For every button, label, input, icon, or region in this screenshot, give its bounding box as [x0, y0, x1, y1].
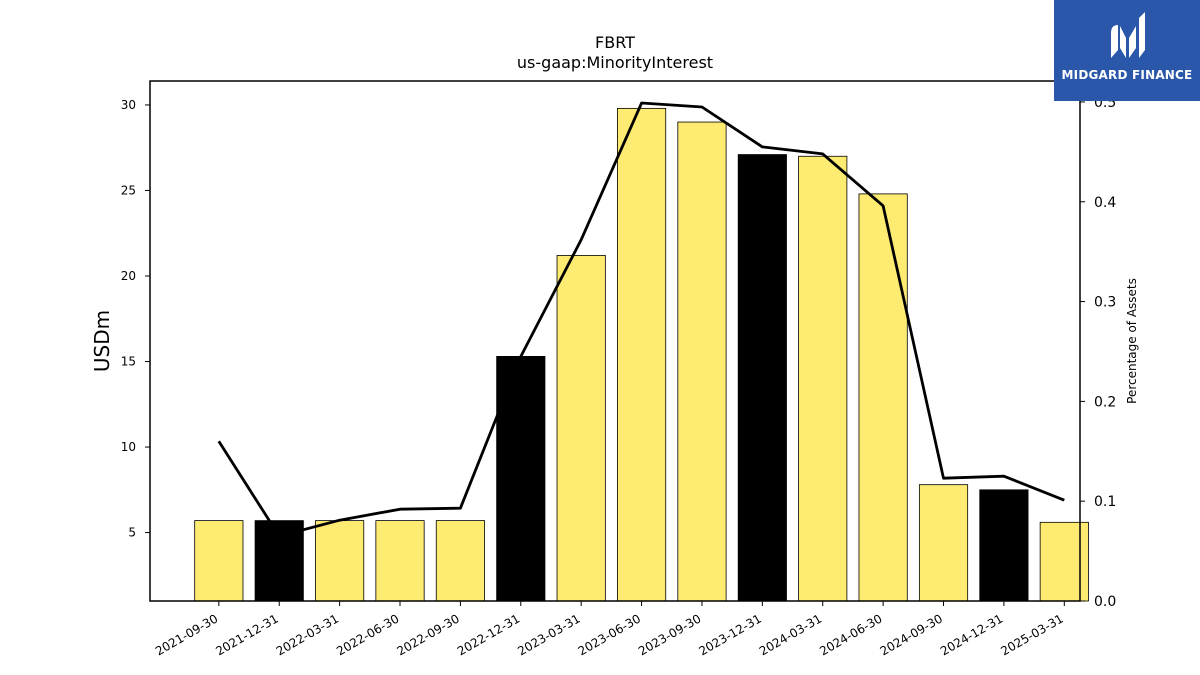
bar [315, 520, 365, 602]
bar [617, 107, 667, 602]
midgard-logo-icon [1111, 12, 1145, 58]
y-tick-label: 25 [121, 183, 136, 197]
x-tick-label: 2024-09-30 [878, 611, 945, 658]
x-tick-label: 2023-09-30 [636, 611, 703, 658]
x-tick-label: 2022-09-30 [394, 611, 461, 658]
x-tick-label: 2023-12-31 [696, 611, 763, 658]
y-tick-label: 15 [121, 355, 136, 369]
x-tick-label: 2022-03-31 [274, 611, 341, 658]
y-tick-label: 20 [121, 269, 136, 283]
y-axis-right: 0.00.10.20.30.40.5 [1080, 95, 1116, 610]
bar [798, 155, 848, 602]
x-tick-label: 2024-06-30 [817, 611, 884, 658]
y-tick-label: 5 [128, 526, 136, 540]
line-group [217, 101, 1065, 538]
x-tick-label: 2023-03-31 [515, 611, 582, 658]
chart-subtitle: us-gaap:MinorityInterest [517, 53, 713, 72]
bar-group [194, 107, 1089, 602]
y-tick-label: 10 [121, 440, 136, 454]
x-axis: 2021-09-302021-12-312022-03-312022-06-30… [153, 601, 1066, 658]
bar [375, 520, 425, 602]
chart-title: FBRT [595, 33, 635, 52]
bar [194, 520, 244, 602]
y-axis-label: USDm [90, 310, 114, 372]
x-tick-label: 2024-03-31 [757, 611, 824, 658]
bar [556, 255, 606, 602]
x-tick-label: 2022-06-30 [334, 611, 401, 658]
y2-tick-label: 0.0 [1094, 594, 1116, 610]
series-line [217, 101, 1065, 538]
x-tick-label: 2021-12-31 [213, 611, 280, 658]
x-tick-label: 2022-12-31 [455, 611, 522, 658]
bar [496, 355, 546, 602]
y2-tick-label: 0.3 [1094, 295, 1116, 311]
y2-tick-label: 0.1 [1094, 494, 1116, 510]
x-tick-label: 2023-06-30 [576, 611, 643, 658]
x-tick-label: 2025-03-31 [998, 611, 1065, 658]
y2-axis-label: Percentage of Assets [1125, 278, 1139, 404]
y-tick-label: 30 [121, 98, 136, 112]
x-tick-label: 2021-09-30 [153, 611, 220, 658]
y-axis-left: 5 10 15 20 25 30 [121, 98, 150, 540]
x-tick-label: 2024-12-31 [938, 611, 1005, 658]
bar [858, 193, 908, 602]
plot-frame [149, 80, 1081, 602]
bar [918, 484, 969, 602]
bar [435, 520, 485, 602]
y2-tick-label: 0.2 [1094, 394, 1116, 410]
bar [737, 154, 787, 602]
bar [979, 489, 1029, 602]
bar [677, 121, 727, 602]
logo-text: MIDGARD FINANCE [1061, 68, 1193, 82]
y2-tick-label: 0.4 [1094, 195, 1116, 211]
brand-logo: MIDGARD FINANCE [1054, 0, 1200, 101]
bar [1039, 521, 1089, 602]
